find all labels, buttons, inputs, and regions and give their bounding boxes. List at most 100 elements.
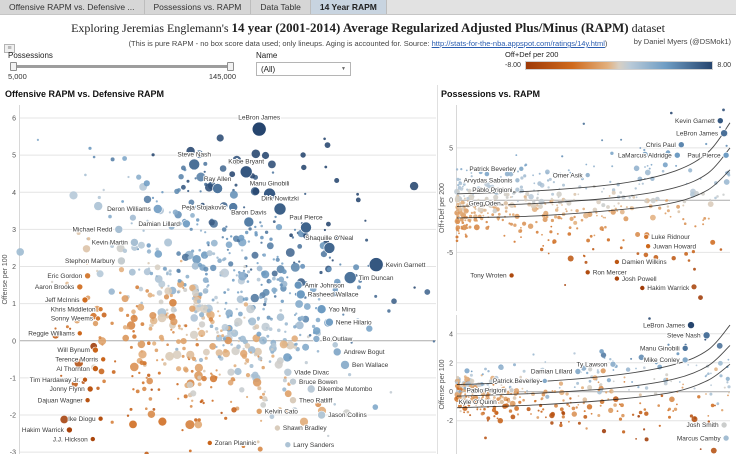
scatter-point[interactable] — [284, 441, 292, 449]
scatter-point[interactable] — [92, 365, 99, 372]
scatter-point[interactable] — [77, 330, 83, 337]
scatter-point[interactable] — [81, 296, 89, 304]
scatter-point[interactable] — [295, 289, 306, 300]
point-label: Will Bynum — [57, 347, 90, 354]
scatter-point[interactable] — [84, 397, 91, 404]
slider-handle-min[interactable] — [10, 62, 17, 71]
scatter-point[interactable] — [97, 415, 104, 422]
scatter-point[interactable] — [86, 385, 94, 393]
scatter-point[interactable] — [289, 377, 297, 386]
scatter-point[interactable] — [76, 283, 84, 291]
scatter-point[interactable] — [343, 271, 357, 284]
scatter-point[interactable] — [325, 317, 334, 327]
scatter-point[interactable] — [153, 204, 163, 214]
possessions-vs-offense-chart[interactable]: LeBron James Steve Nash Manu Ginobili Mike … — [437, 311, 736, 454]
scatter-point[interactable] — [614, 259, 620, 265]
tab-offensive-vs-defensive[interactable]: Offensive RAPM vs. Defensive ... — [0, 0, 145, 14]
scatter-point[interactable] — [687, 321, 695, 329]
tab-14-year-rapm[interactable]: 14 Year RAPM — [310, 0, 387, 14]
scatter-point[interactable] — [681, 356, 689, 364]
scatter-point[interactable] — [702, 331, 711, 340]
trend-curves — [456, 122, 731, 219]
scatter-point[interactable] — [508, 272, 515, 279]
scatter-point[interactable] — [92, 346, 99, 354]
scatter-point[interactable] — [255, 407, 263, 415]
scatter-point[interactable] — [251, 121, 267, 137]
scatter-point[interactable] — [114, 225, 124, 234]
scatter-point[interactable] — [514, 177, 521, 184]
scatter-point[interactable] — [722, 151, 730, 159]
slider-selected-range[interactable] — [16, 65, 228, 68]
scatter-point[interactable] — [312, 335, 321, 343]
scatter-point[interactable] — [66, 426, 73, 434]
scatter-point[interactable] — [84, 272, 91, 280]
scatter-point[interactable] — [639, 285, 646, 291]
scatter-point[interactable] — [323, 242, 336, 254]
scatter-point[interactable] — [614, 275, 620, 282]
scatter-point[interactable] — [90, 436, 96, 442]
scatter-point[interactable] — [243, 216, 255, 228]
slider-handle-max[interactable] — [227, 62, 234, 71]
scatter-point[interactable] — [300, 221, 312, 234]
scatter-point[interactable] — [97, 306, 104, 312]
scatter-point[interactable] — [503, 200, 509, 207]
point-label: Damien Wilkins — [622, 259, 668, 266]
context-menu-icon[interactable]: ≡ — [4, 44, 15, 53]
scatter-point[interactable] — [207, 440, 213, 446]
scatter-point[interactable] — [289, 396, 297, 405]
source-link[interactable]: http://stats-for-the-nba.appspot.com/rat… — [431, 39, 605, 48]
scatter-point[interactable] — [645, 243, 651, 249]
point-label: Andrew Bogut — [344, 349, 385, 356]
possessions-vs-total-rapm-chart[interactable]: Kevin Garnett LeBron James Chris Paul LaMar… — [437, 85, 736, 311]
scatter-point[interactable] — [293, 280, 303, 290]
scatter-point[interactable] — [368, 257, 384, 272]
scatter-point[interactable] — [678, 141, 685, 149]
tab-possessions-vs-rapm[interactable]: Possessions vs. RAPM — [144, 0, 252, 14]
name-filter-dropdown[interactable]: (All) ▼ — [256, 62, 351, 76]
scatter-point[interactable] — [609, 360, 617, 368]
scatter-point[interactable] — [674, 151, 681, 159]
scatter-point[interactable] — [283, 367, 293, 377]
color-legend-title: Off+Def per 200 — [505, 50, 559, 59]
scatter-point[interactable] — [239, 165, 253, 179]
scatter-point[interactable] — [274, 424, 281, 432]
scatter-point[interactable] — [263, 187, 276, 201]
scatter-point[interactable] — [212, 183, 223, 194]
scatter-point[interactable] — [542, 378, 548, 384]
scatter-point[interactable] — [584, 172, 591, 178]
scatter-point[interactable] — [508, 387, 515, 394]
scatter-point[interactable] — [273, 202, 287, 216]
scatter-point[interactable] — [499, 399, 505, 405]
point-label: Kevin Garnett — [675, 118, 715, 125]
scatter-point[interactable] — [574, 368, 582, 375]
scatter-point[interactable] — [720, 129, 728, 138]
point-label: Jeff McInnis — [45, 297, 80, 304]
point-label: Hakim Warrick — [22, 427, 65, 434]
scatter-point[interactable] — [228, 202, 238, 212]
scatter-point[interactable] — [316, 304, 327, 314]
scatter-point[interactable] — [188, 158, 200, 171]
scatter-point[interactable] — [82, 376, 88, 383]
scatter-point[interactable] — [317, 410, 326, 420]
offense-vs-defense-chart[interactable]: LeBron James Steve Nash Kobe Bryant Ray All… — [0, 85, 437, 454]
scatter-point[interactable] — [518, 166, 525, 172]
tab-data-table[interactable]: Data Table — [251, 0, 311, 14]
scatter-point[interactable] — [643, 234, 649, 240]
possessions-slider[interactable] — [10, 62, 234, 71]
scatter-point[interactable] — [182, 219, 191, 229]
scatter-point[interactable] — [130, 238, 139, 247]
scatter-point[interactable] — [720, 421, 728, 429]
point-label: Steve Nash — [177, 151, 211, 158]
scatter-point[interactable] — [117, 256, 126, 266]
scatter-point[interactable] — [340, 360, 350, 370]
scatter-point[interactable] — [681, 344, 689, 352]
y-axis: 5 0 -5 Off+Def per 200 — [439, 145, 453, 257]
scatter-point[interactable] — [584, 269, 591, 276]
scatter-point[interactable] — [722, 434, 730, 442]
scatter-point[interactable] — [100, 356, 106, 363]
scatter-point[interactable] — [306, 384, 316, 394]
scatter-point[interactable] — [716, 117, 724, 125]
scatter-point[interactable] — [332, 347, 342, 357]
scatter-point[interactable] — [514, 186, 521, 193]
scatter-point[interactable] — [95, 315, 101, 322]
